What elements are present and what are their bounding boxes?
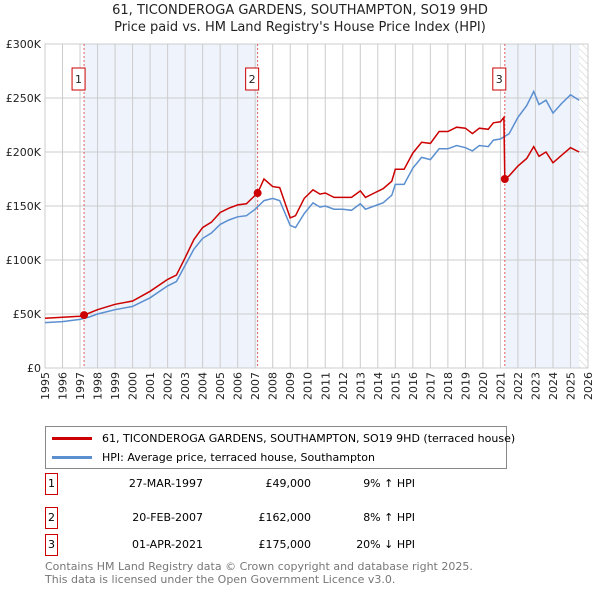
- x-tick-label: 2003: [179, 372, 192, 400]
- transaction-price: £162,000: [258, 511, 312, 524]
- x-tick-label: 2024: [547, 372, 560, 400]
- y-tick-label: £200K: [6, 146, 42, 159]
- chart-subtitle: Price paid vs. HM Land Registry's House …: [114, 20, 486, 35]
- legend-label-property: 61, TICONDEROGA GARDENS, SOUTHAMPTON, SO…: [102, 431, 516, 445]
- x-tick-label: 2011: [319, 372, 332, 400]
- legend-item-hpi: HPI: Average price, terraced house, Sout…: [52, 448, 375, 466]
- transaction-price: £49,000: [265, 477, 312, 490]
- transaction-hpi-diff: 20% ↓ HPI: [356, 538, 415, 551]
- transaction-date: 27-MAR-1997: [128, 477, 203, 490]
- transaction-row: 3 01-APR-2021 £175,000 20% ↓ HPI: [45, 534, 415, 556]
- footer-line: Contains HM Land Registry data © Crown c…: [45, 560, 473, 573]
- y-tick-label: £50K: [13, 308, 42, 321]
- transaction-badge: 1: [45, 473, 58, 495]
- x-tick-label: 2006: [232, 372, 245, 400]
- price-chart: 1995 1996 1997 1998 1999 2000 2001 2002 2003 2004…: [6, 38, 595, 400]
- x-tick-label: 2002: [162, 372, 175, 400]
- sale-badge-label: 3: [496, 73, 503, 86]
- y-tick-label: £250K: [6, 92, 42, 105]
- x-tick-label: 1995: [39, 372, 52, 400]
- x-tick-label: 2017: [424, 372, 437, 400]
- y-tick-label: £300K: [6, 38, 42, 51]
- sale-badge: [492, 67, 507, 91]
- footer-line: This data is licensed under the Open Gov…: [45, 573, 396, 586]
- x-tick-label: 2021: [494, 372, 507, 400]
- sale-badge: [245, 67, 260, 91]
- hpi-line: [44, 89, 580, 324]
- x-tick-label: 2000: [127, 372, 140, 400]
- legend-item-property: 61, TICONDEROGA GARDENS, SOUTHAMPTON, SO…: [52, 429, 515, 447]
- x-tick-label: 1998: [92, 372, 105, 400]
- plot-frame: [44, 43, 589, 369]
- chart-title: 61, TICONDEROGA GARDENS, SOUTHAMPTON, SO…: [112, 3, 488, 18]
- transaction-hpi-diff: 8% ↑ HPI: [363, 511, 415, 524]
- x-tick-label: 1999: [109, 372, 122, 400]
- x-tick-label: 2012: [337, 372, 350, 400]
- legend-swatch-property: [52, 436, 92, 440]
- transaction-date: 01-APR-2021: [131, 538, 203, 551]
- transaction-date: 20-FEB-2007: [132, 511, 203, 524]
- x-tick-label: 2010: [302, 372, 315, 400]
- x-tick-label: 2014: [372, 372, 385, 400]
- x-tick-label: 2004: [197, 372, 210, 400]
- y-tick-label: £100K: [6, 254, 42, 267]
- sale-point: [80, 311, 89, 320]
- sale-badge-label: 1: [75, 73, 82, 86]
- x-tick-label: 2022: [512, 372, 525, 400]
- transaction-price: £175,000: [258, 538, 312, 551]
- x-tick-label: 2005: [214, 372, 227, 400]
- footer: Contains HM Land Registry data © Crown c…: [45, 560, 473, 586]
- legend-label-hpi: HPI: Average price, terraced house, Sout…: [102, 450, 375, 464]
- x-tick-label: 2015: [389, 372, 402, 400]
- x-tick-label: 2013: [354, 372, 367, 400]
- sale-badge: [71, 67, 86, 91]
- legend: 61, TICONDEROGA GARDENS, SOUTHAMPTON, SO…: [45, 426, 515, 469]
- x-tick-label: 2009: [284, 372, 297, 400]
- x-tick-label: 2025: [564, 372, 577, 400]
- x-tick-label: 2018: [442, 372, 455, 400]
- transaction-badge: 3: [45, 534, 58, 556]
- x-tick-label: 2020: [477, 372, 490, 400]
- transaction-badge: 2: [45, 507, 58, 529]
- x-tick-label: 2016: [407, 372, 420, 400]
- y-tick-label: £150K: [6, 200, 42, 213]
- x-tick-label: 2019: [459, 372, 472, 400]
- y-tick-label: £0: [27, 362, 41, 375]
- property-price-line: [44, 115, 580, 320]
- x-tick-label: 1997: [74, 372, 87, 400]
- x-tick-label: 2007: [249, 372, 262, 400]
- transaction-row: 2 20-FEB-2007 £162,000 8% ↑ HPI: [45, 507, 415, 529]
- x-tick-label: 2026: [582, 372, 595, 400]
- transaction-row: 1 27-MAR-1997 £49,000 9% ↑ HPI: [45, 473, 415, 495]
- legend-swatch-hpi: [52, 455, 92, 459]
- sale-point: [253, 189, 262, 198]
- sale-badge-label: 2: [249, 73, 256, 86]
- x-tick-label: 1996: [57, 372, 70, 400]
- x-tick-label: 2001: [144, 372, 157, 400]
- transaction-hpi-diff: 9% ↑ HPI: [363, 477, 415, 490]
- x-tick-label: 2008: [267, 372, 280, 400]
- sale-point: [500, 175, 509, 183]
- x-tick-label: 2023: [529, 372, 542, 400]
